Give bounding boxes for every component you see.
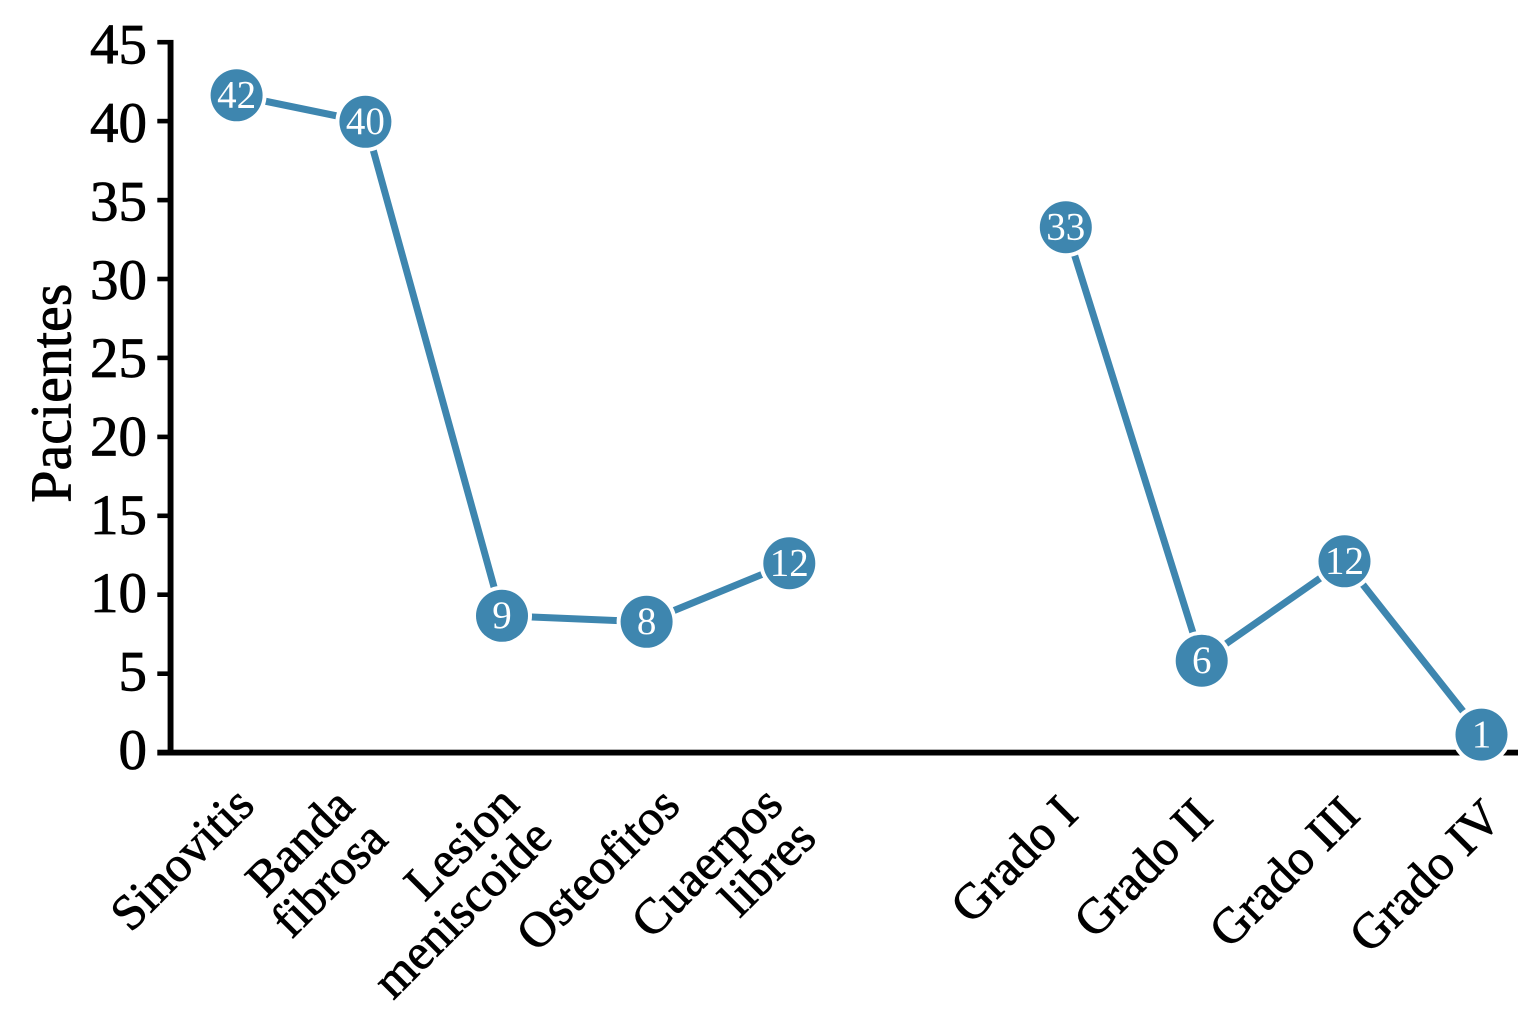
svg-text:10: 10 [90,562,147,625]
svg-text:30: 30 [90,249,147,312]
svg-text:33: 33 [1046,205,1085,248]
svg-text:1: 1 [1472,713,1492,756]
svg-text:40: 40 [346,100,385,143]
svg-text:6: 6 [1192,639,1212,682]
svg-text:0: 0 [119,719,148,782]
svg-text:40: 40 [90,92,147,155]
svg-text:35: 35 [90,170,147,233]
svg-text:8: 8 [637,600,657,643]
svg-text:20: 20 [90,406,147,469]
svg-text:12: 12 [1325,540,1364,583]
svg-text:42: 42 [217,74,256,117]
svg-text:Pacientes: Pacientes [19,284,84,503]
svg-text:12: 12 [770,541,809,584]
svg-text:9: 9 [492,594,512,637]
svg-text:25: 25 [90,327,147,390]
svg-text:45: 45 [90,14,147,77]
svg-text:15: 15 [90,484,147,547]
svg-text:5: 5 [119,641,148,704]
